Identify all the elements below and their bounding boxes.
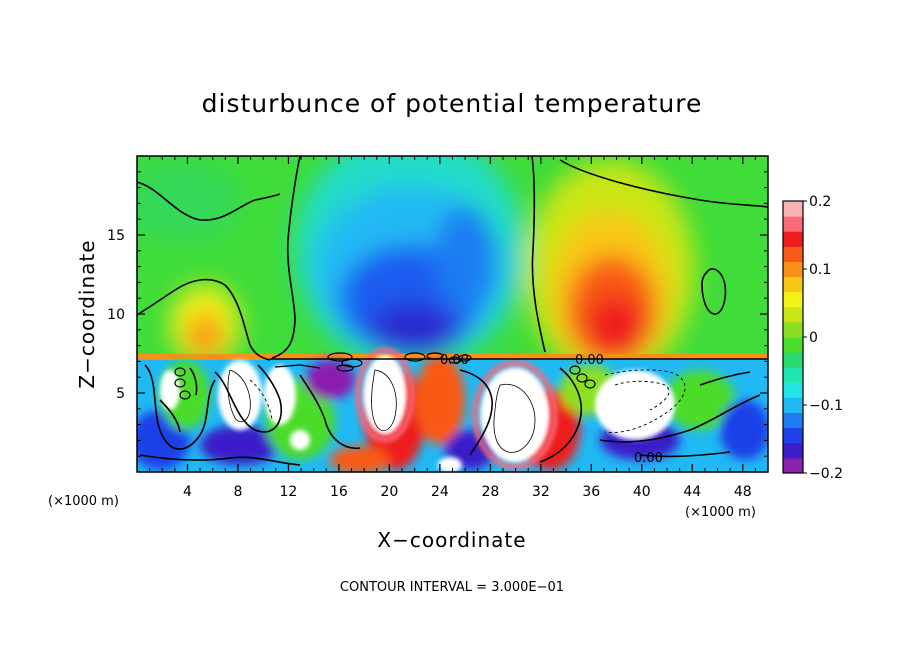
colorbar-segment [783, 427, 803, 444]
upper-left-lightgreen [137, 160, 240, 240]
contour-zero-left-lower [137, 278, 271, 361]
x-tick-label: 20 [380, 484, 398, 500]
x-tick-label: 24 [431, 484, 449, 500]
x-tick-label: 12 [280, 484, 298, 500]
x-tick-label: 28 [481, 484, 499, 500]
colorbar-segment [783, 382, 803, 398]
y-axis: 5 10 15 [107, 171, 768, 457]
colorbar-segment [783, 337, 803, 353]
x-tick-label: 16 [330, 484, 348, 500]
colorbar-tick-label: 0.2 [809, 194, 831, 210]
colorbar-segment [783, 457, 803, 474]
colorbar-tick-label: −0.2 [809, 466, 843, 482]
contour-label: 0.00 [575, 353, 604, 368]
colorbar: 0.2 0.1 0 −0.1 −0.2 [782, 194, 843, 482]
colorbar-segment [783, 276, 803, 293]
y-tick-label: 15 [107, 228, 125, 244]
x-tick-label: 4 [183, 484, 192, 500]
x-tick-label: 48 [734, 484, 752, 500]
contour-zero-plume-left [271, 156, 301, 359]
colorbar-tick-label: −0.1 [809, 398, 843, 414]
x-axis-label: X−coordinate [377, 528, 526, 552]
x-tick-label: 32 [532, 484, 550, 500]
colorbar-segment [783, 216, 803, 232]
x-unit-label: (×1000 m) [48, 494, 119, 509]
x-tick-label: 36 [582, 484, 600, 500]
z-unit-label: (×1000 m) [685, 505, 756, 520]
x-tick-label: 8 [233, 484, 242, 500]
colorbar-segment [783, 397, 803, 414]
heatmap-field: 0.00 0.00 0.00 [137, 156, 768, 472]
cold-upper-lobe [435, 205, 495, 315]
chart-title: disturbunce of potential temperature [202, 89, 703, 118]
colorbar-segment [783, 367, 803, 383]
contour-zero-left-upper [137, 181, 281, 221]
warm-spot-left-core [187, 313, 223, 357]
contour-label: 0.00 [440, 353, 469, 368]
y-tick-label: 5 [116, 386, 125, 402]
warm-plume-deep [587, 295, 643, 355]
colorbar-tick-label: 0 [809, 330, 818, 346]
x-tick-label: 40 [633, 484, 651, 500]
colorbar-segment [783, 321, 803, 338]
contour-interval-footer: CONTOUR INTERVAL = 3.000E−01 [340, 580, 564, 595]
colorbar-segment [783, 261, 803, 278]
colorbar-segment [783, 306, 803, 323]
x-axis: 4 8 12 16 20 24 28 32 36 40 44 48 [149, 156, 756, 500]
contour-label: 0.00 [634, 451, 663, 466]
colorbar-segment [783, 201, 803, 217]
x-tick-label: 44 [683, 484, 701, 500]
contour-closed-right [701, 268, 727, 315]
y-tick-label: 10 [107, 307, 125, 323]
contour-zero-right-upper [559, 159, 768, 208]
colorbar-tick-label: 0.1 [809, 262, 831, 278]
contour-zero-plume-right [531, 156, 546, 353]
colorbar-segment [783, 352, 803, 368]
colorbar-segment [783, 246, 803, 262]
y-axis-label: Z−coordinate [75, 239, 99, 388]
colorbar-segment [783, 291, 803, 308]
cold-plume-deep [370, 302, 460, 358]
colorbar-segment [783, 231, 803, 247]
colorbar-segment [783, 442, 803, 459]
colorbar-segment [783, 412, 803, 429]
